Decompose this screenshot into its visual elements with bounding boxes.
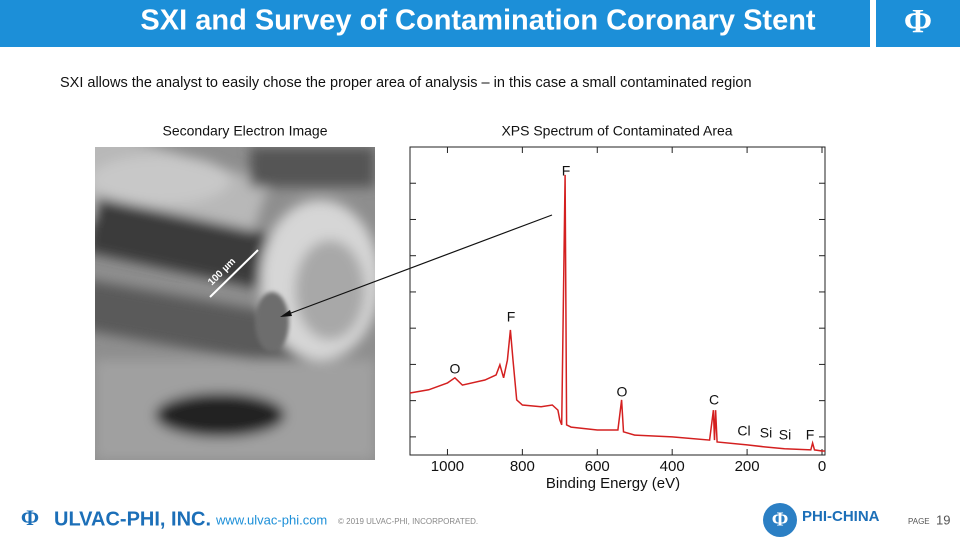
x-axis-label: Binding Energy (eV) [546, 475, 680, 492]
peak-label: O [450, 361, 461, 377]
brand-logo [763, 503, 797, 537]
peak-label: Si [760, 425, 772, 441]
image-title: Secondary Electron Image [163, 123, 328, 139]
footer-url: www.ulvac-phi.com [215, 512, 327, 527]
logo-box [876, 0, 960, 47]
logo-phi: Φ [904, 3, 932, 40]
peak-label: F [507, 309, 516, 325]
peak-label: F [806, 427, 815, 443]
pointer-arrow [282, 214, 553, 317]
footer-copyright: © 2019 ULVAC-PHI, INCORPORATED. [338, 517, 478, 526]
sem-image: 100 µm [95, 147, 375, 460]
x-tick-label: 200 [735, 458, 760, 475]
peak-label: Cl [737, 423, 750, 439]
slide-title: SXI and Survey of Contamination Coronary… [140, 5, 815, 37]
page-label: PAGE [908, 517, 930, 526]
footer-company: ULVAC-PHI, INC. [54, 508, 211, 530]
peak-label: Si [779, 427, 791, 443]
x-tick-label: 0 [818, 458, 826, 475]
plot-frame [409, 146, 826, 456]
arrow-head [280, 310, 292, 317]
scale-bar [209, 249, 259, 298]
spectrum-line [409, 174, 825, 452]
peak-label: F [562, 163, 571, 179]
chart-title: XPS Spectrum of Contaminated Area [501, 123, 732, 139]
footer-brand: PHI-CHINA [802, 508, 880, 525]
peak-label: O [617, 384, 628, 400]
page-number: 19 [936, 512, 950, 527]
brand-logo-phi: Φ [772, 509, 789, 531]
header-bar [0, 0, 870, 47]
x-tick-label: 800 [510, 458, 535, 475]
x-tick-label: 600 [585, 458, 610, 475]
x-tick-label: 400 [660, 458, 685, 475]
peak-label: C [709, 392, 719, 408]
footer-logo: Φ [21, 505, 39, 530]
subtitle: SXI allows the analyst to easily chose t… [60, 75, 752, 91]
x-tick-label: 1000 [431, 458, 464, 475]
